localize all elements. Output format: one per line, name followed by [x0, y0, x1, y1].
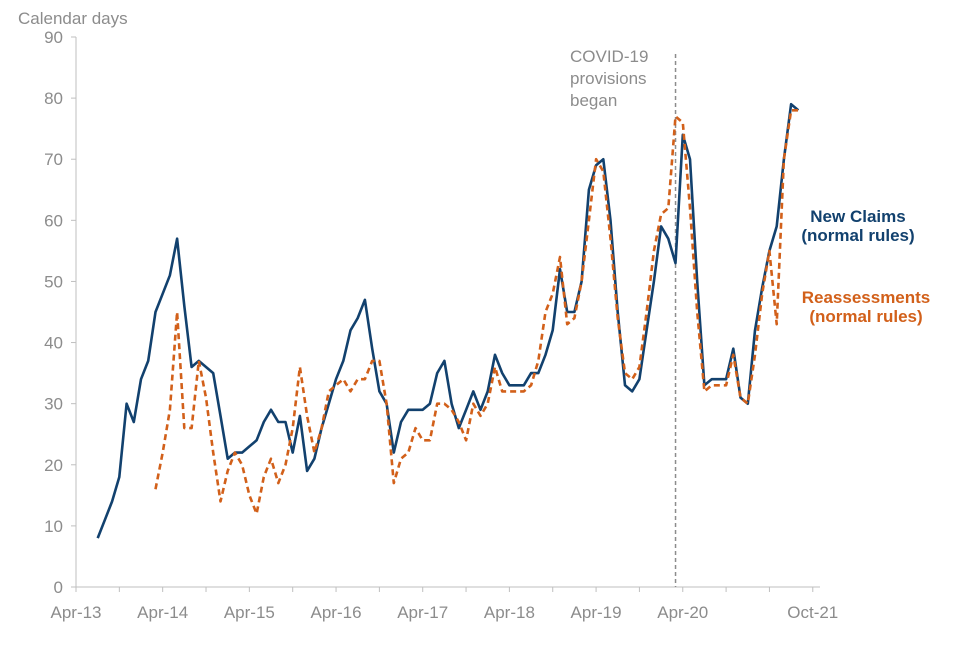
- series-label-line: (normal rules): [801, 226, 914, 245]
- x-tick-label: Apr-20: [657, 603, 708, 622]
- series-label-reassessments: Reassessments (normal rules): [802, 288, 931, 326]
- series-line-new-claims: [96, 102, 800, 539]
- x-tick-label: Oct-21: [787, 603, 838, 622]
- y-tick-label: 90: [44, 28, 63, 47]
- x-tick-label: Apr-17: [397, 603, 448, 622]
- y-axis-title: Calendar days: [18, 9, 128, 28]
- series-label-line: Reassessments: [802, 288, 931, 307]
- y-tick-label: 50: [44, 272, 63, 291]
- series-label-line: (normal rules): [809, 307, 922, 326]
- series-labels: New Claims (normal rules)Reassessments (no…: [801, 207, 930, 326]
- x-tick-label: Apr-15: [224, 603, 275, 622]
- y-tick-label: 70: [44, 150, 63, 169]
- x-tick-label: Apr-14: [137, 603, 188, 622]
- x-tick-label: Apr-19: [571, 603, 622, 622]
- axes: [75, 37, 820, 588]
- y-tick-label: 60: [44, 211, 63, 230]
- y-tick-label: 40: [44, 334, 63, 353]
- covid-annotation-text: COVID-19 provisions began: [570, 47, 648, 110]
- y-tick-label: 80: [44, 89, 63, 108]
- covid-annotation-line: began: [570, 91, 617, 110]
- x-tick-label: Apr-16: [311, 603, 362, 622]
- series-group: [96, 102, 800, 539]
- covid-annotation-line: provisions: [570, 69, 647, 88]
- series-label-new-claims: New Claims (normal rules): [801, 207, 914, 245]
- x-tick-label: Apr-13: [50, 603, 101, 622]
- covid-annotation: COVID-19 provisions began: [570, 47, 677, 587]
- y-tick-label: 20: [44, 456, 63, 475]
- series-label-line: New Claims: [810, 207, 905, 226]
- y-axis-ticks: 0 10 20 30 40 50 60 70 80 90: [44, 28, 76, 597]
- y-tick-label: 0: [54, 578, 63, 597]
- x-axis-ticks: Apr-13 Apr-14 Apr-15 Apr-16 Apr-17 Apr-18 Apr-…: [50, 587, 838, 622]
- series-line-reassessments: [154, 109, 799, 515]
- x-tick-label: Apr-18: [484, 603, 535, 622]
- y-tick-label: 30: [44, 395, 63, 414]
- y-tick-label: 10: [44, 517, 63, 536]
- covid-annotation-line: COVID-19: [570, 47, 648, 66]
